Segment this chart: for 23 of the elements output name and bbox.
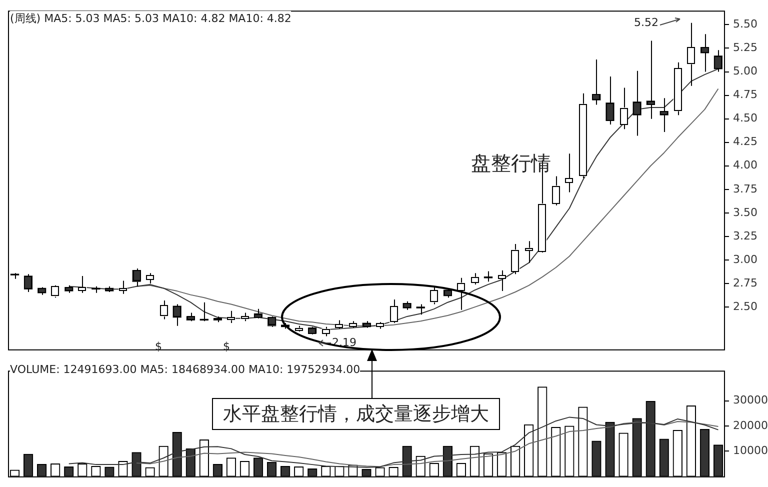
y-tick-label: 3.75: [733, 182, 758, 196]
y-tick-label: 4.75: [733, 88, 758, 102]
y-tick-label: 4.25: [733, 135, 758, 148]
y-tick-label: 2.75: [733, 276, 758, 290]
annotation: $: [223, 340, 230, 353]
y-tick-label: 3.50: [733, 206, 758, 219]
annotation: 水平盘整行情，成交量逐步增大: [212, 398, 500, 430]
y-tick-label: 3.25: [733, 229, 758, 242]
y-tick-label: 20000: [733, 418, 768, 432]
annotation: 盘整行情: [471, 150, 551, 177]
y-tick-label: 10000: [733, 444, 768, 458]
y-tick-label: 2.50: [733, 300, 758, 313]
y-tick-label: 3.00: [733, 252, 758, 266]
annotation: 5.52: [634, 16, 658, 29]
y-tick-label: 5.50: [733, 18, 758, 31]
chart-title: VOLUME: 12491693.00 MA5: 18468934.00 MA10: 19752934.00: [10, 363, 360, 376]
annotation: $: [155, 340, 162, 353]
y-tick-label: 4.00: [733, 158, 758, 172]
y-tick-label: 30000: [733, 394, 768, 407]
chart-title: (周线) MA5: 5.03 MA5: 5.03 MA10: 4.82 MA10: 4.82: [10, 11, 292, 26]
y-tick-label: 5.00: [733, 64, 758, 78]
y-tick-label: 5.25: [733, 41, 758, 54]
y-tick-label: 4.50: [733, 112, 758, 125]
